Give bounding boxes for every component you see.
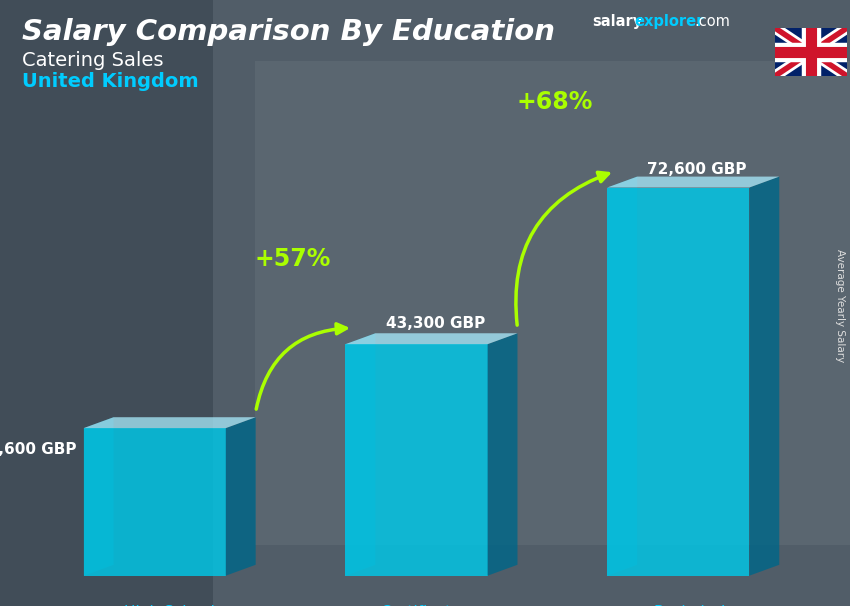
Polygon shape (345, 333, 376, 576)
Text: United Kingdom: United Kingdom (22, 72, 199, 91)
Bar (255, 61, 850, 545)
Text: Catering Sales: Catering Sales (22, 51, 163, 70)
Bar (775, 28, 847, 76)
Polygon shape (345, 333, 518, 344)
Text: explorer: explorer (634, 14, 703, 29)
Text: High School: High School (124, 605, 215, 606)
Polygon shape (607, 187, 750, 576)
Polygon shape (607, 176, 779, 187)
Text: salary: salary (592, 14, 643, 29)
Text: 43,300 GBP: 43,300 GBP (386, 316, 484, 331)
Text: 72,600 GBP: 72,600 GBP (647, 162, 747, 177)
Polygon shape (83, 417, 114, 576)
Text: 27,600 GBP: 27,600 GBP (0, 442, 76, 457)
Polygon shape (345, 344, 488, 576)
Polygon shape (226, 417, 256, 576)
Text: +68%: +68% (517, 90, 593, 114)
Polygon shape (488, 333, 518, 576)
Text: +57%: +57% (255, 247, 332, 271)
Text: Bachelor’s
Degree: Bachelor’s Degree (653, 605, 734, 606)
Polygon shape (83, 417, 256, 428)
Polygon shape (750, 176, 779, 576)
Bar (0, 0, 212, 606)
Text: Certificate or
Diploma: Certificate or Diploma (382, 605, 482, 606)
Text: .com: .com (694, 14, 730, 29)
Text: Salary Comparison By Education: Salary Comparison By Education (22, 18, 555, 46)
Text: Average Yearly Salary: Average Yearly Salary (835, 250, 845, 362)
Polygon shape (83, 428, 226, 576)
Polygon shape (607, 176, 638, 576)
